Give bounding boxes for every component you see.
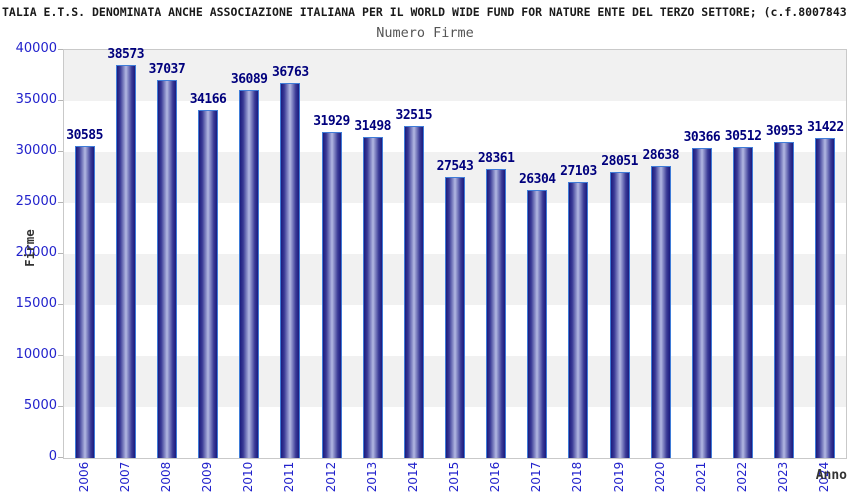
x-tick-label: 2009 [200,461,215,493]
x-tick-label: 2016 [488,461,503,493]
y-tick-label: 35000 [15,92,57,107]
x-tick-label: 2010 [241,461,256,493]
x-tick-label: 2017 [529,461,544,493]
bar-value-label: 28051 [601,153,638,169]
x-tick-label: 2018 [570,461,585,493]
bar-value-label: 36089 [230,71,268,87]
bar-value-label: 31929 [313,114,350,130]
bar-value-label: 28361 [477,150,515,166]
y-tick-label: 30000 [15,143,57,158]
bar-value-label: 28638 [642,147,680,163]
y-tick-mark [58,457,63,458]
y-tick-label: 5000 [23,398,57,413]
bar-value-label: 31422 [807,119,844,135]
bar-2018 [568,181,589,458]
bar-2023 [774,142,795,458]
y-tick-mark [58,304,63,305]
x-tick-label: 2007 [117,461,132,493]
bar-2020 [650,165,671,458]
y-tick-mark [58,151,63,152]
bar-value-label: 26304 [518,171,556,187]
bar-2016 [486,168,507,458]
x-tick-label: 2015 [447,461,461,493]
bar-2024 [815,137,836,458]
bar-2008 [156,80,177,458]
bar-2021 [691,148,712,458]
y-tick-mark [58,100,63,101]
bar-2022 [733,146,754,458]
y-tick-label: 0 [48,449,57,464]
chart-title: Numero Firme [376,25,474,41]
y-tick-label: 25000 [15,194,57,209]
x-tick-label: 2006 [76,461,91,493]
x-tick-label: 2021 [693,461,708,493]
y-tick-label: 10000 [15,347,57,362]
bar-value-label: 30512 [724,128,762,144]
x-tick-label: 2008 [158,461,173,493]
x-tick-label: 2014 [405,461,420,493]
x-tick-label: 2019 [611,461,626,493]
bar-value-label: 30366 [683,130,721,146]
bar-value-label: 30585 [66,128,103,144]
bar-2019 [609,171,630,458]
bar-2011 [280,83,301,458]
x-tick-label: 2022 [735,461,750,493]
plot-area: 30585 38573 37037 34166 36089 36763 31929 31498… [63,46,847,459]
bar-value-label: 32515 [395,108,433,124]
bar-value-label: 36763 [272,65,309,81]
bar-value-label: 37037 [148,62,186,78]
bar-2007 [115,64,136,458]
x-tick-label: 2013 [364,461,379,493]
bar-2014 [403,126,424,458]
grid-band [64,101,846,152]
bar-value-label: 30953 [765,124,803,140]
y-tick-mark [58,49,63,50]
bar-value-label: 38573 [107,46,145,62]
y-tick-label: 40000 [15,41,57,56]
y-tick-label: 20000 [15,245,57,260]
bar-value-label: 27543 [436,159,474,175]
bar-2017 [527,189,548,458]
y-tick-mark [58,406,63,407]
x-axis-title: Anno [815,468,847,483]
bar-2006 [74,146,95,458]
chart-header: TALIA E.T.S. DENOMINATA ANCHE ASSOCIAZIO… [2,5,847,19]
y-tick-mark [58,355,63,356]
x-tick-label: 2011 [282,461,297,493]
x-tick-label: 2012 [323,461,338,493]
y-tick-label: 15000 [15,296,57,311]
bar-value-label: 34166 [189,91,227,107]
y-tick-mark [58,202,63,203]
bar-2009 [198,109,219,458]
bar-value-label: 27103 [560,163,597,179]
bar-2015 [445,177,465,458]
x-tick-label: 2020 [652,461,667,493]
grid-band [64,50,846,101]
bar-2013 [362,136,383,458]
bar-2012 [321,132,342,458]
x-tick-label: 2023 [776,461,791,493]
y-axis-title: Firme [22,229,37,267]
y-tick-mark [58,253,63,254]
bar-value-label: 31498 [354,118,391,134]
bar-2010 [239,89,260,458]
